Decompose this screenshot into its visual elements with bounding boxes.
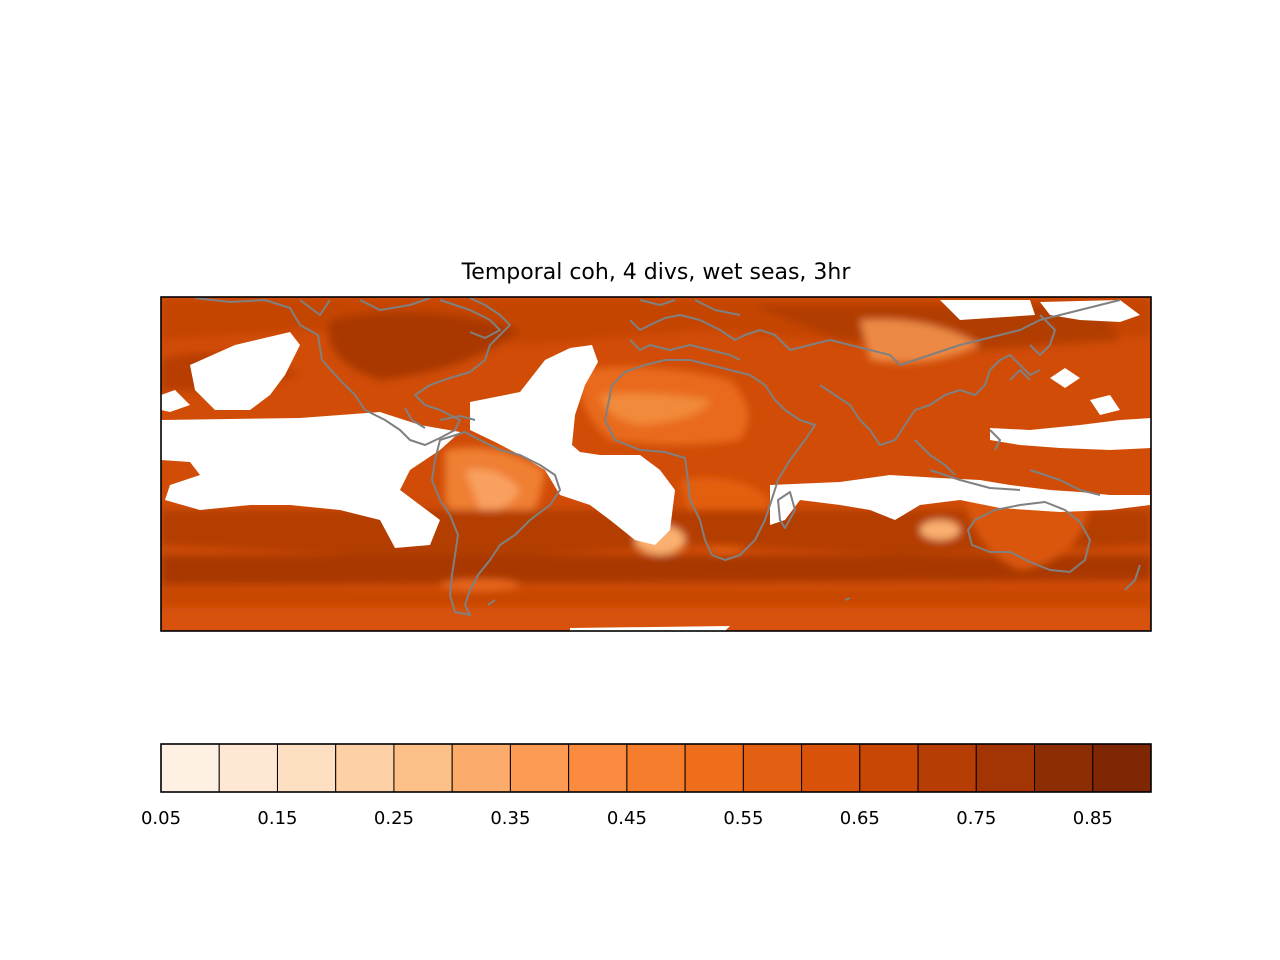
- colorbar-tick-label: 0.15: [257, 808, 297, 829]
- colorbar: [160, 743, 1152, 793]
- colorbar-swatch: [335, 743, 395, 793]
- colorbar-tick-label: 0.25: [374, 808, 414, 829]
- colorbar-swatch: [1034, 743, 1094, 793]
- colorbar-frame: [160, 743, 1152, 793]
- colorbar-tick-label: 0.85: [1073, 808, 1113, 829]
- chart-title: Temporal coh, 4 divs, wet seas, 3hr: [461, 260, 852, 285]
- map-frame: [160, 296, 1152, 632]
- colorbar-tick-label: 0.75: [956, 808, 996, 829]
- colorbar-tick-label: 0.05: [141, 808, 181, 829]
- colorbar-tick-label: 0.45: [607, 808, 647, 829]
- colorbar-swatch: [917, 743, 977, 793]
- colorbar-swatch: [393, 743, 453, 793]
- colorbar-swatch: [684, 743, 744, 793]
- map-panel: [161, 297, 1151, 631]
- colorbar-swatch: [509, 743, 570, 793]
- colorbar-swatch: [859, 743, 919, 793]
- colorbar-swatch: [742, 743, 803, 793]
- missing-data-regions: [161, 300, 1151, 631]
- colorbar-swatch: [626, 743, 686, 793]
- colorbar-swatch: [276, 743, 337, 793]
- colorbar-swatch: [801, 743, 861, 793]
- colorbar-swatch: [160, 743, 220, 793]
- coastlines: [194, 297, 1141, 616]
- colorbar-swatch: [568, 743, 628, 793]
- colorbar-tick-label: 0.65: [840, 808, 880, 829]
- colorbar-swatch: [975, 743, 1036, 793]
- coherence-field-bands: [161, 300, 1151, 631]
- colorbar-tick-label: 0.35: [490, 808, 530, 829]
- colorbar-swatch: [218, 743, 278, 793]
- colorbar-ticks: 0.05 0.15 0.25 0.35 0.45 0.55 0.65 0.75 0.85: [141, 808, 1113, 829]
- colorbar-tick-label: 0.55: [723, 808, 763, 829]
- colorbar-swatch: [451, 743, 511, 793]
- colorbar-swatch: [1092, 743, 1152, 793]
